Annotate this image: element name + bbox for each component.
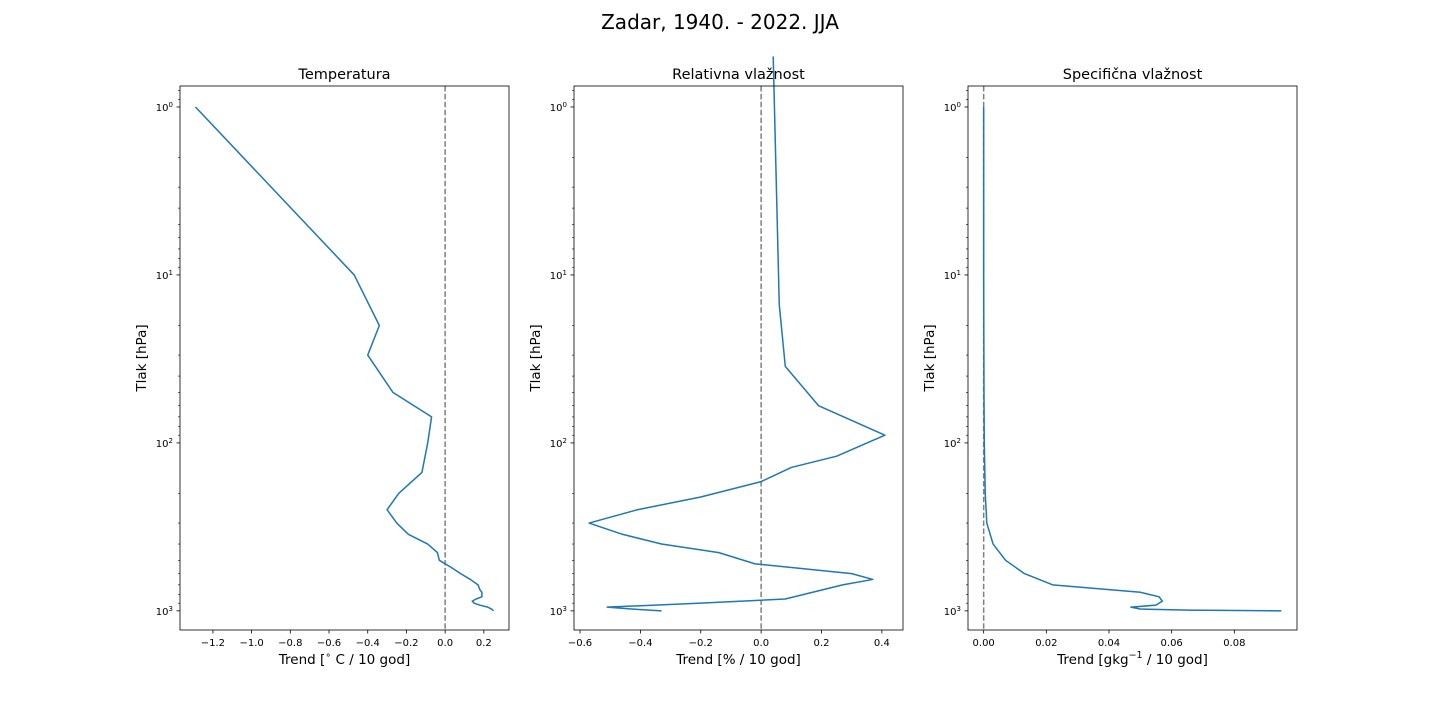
- trend-profile-line: [194, 106, 495, 612]
- y-tick-label-base: 10: [156, 439, 169, 450]
- y-tick-label: 103: [156, 605, 173, 618]
- y-tick-label-exp: 2: [563, 437, 567, 445]
- x-tick-label: 0.2: [814, 638, 830, 649]
- y-tick-label: 101: [944, 269, 961, 282]
- x-tick-label: −0.4: [628, 638, 652, 649]
- y-tick-label-base: 10: [550, 271, 563, 282]
- axes-frame: [967, 85, 1298, 631]
- y-tick-label-base: 10: [550, 607, 563, 618]
- y-tick-label-exp: 1: [563, 269, 567, 277]
- y-tick-label-exp: 2: [957, 437, 961, 445]
- figure-suptitle: Zadar, 1940. - 2022. JJA: [601, 10, 839, 34]
- y-tick-label-base: 10: [944, 607, 957, 618]
- x-axis-label-part: Trend [% / 10 god]: [675, 652, 801, 668]
- x-tick-label: 0.04: [1098, 638, 1120, 649]
- x-tick-label: −0.4: [356, 638, 380, 649]
- x-axis-label-part: Trend [: [278, 652, 326, 668]
- axes-frame: [179, 85, 510, 631]
- y-tick-label-base: 10: [944, 271, 957, 282]
- x-tick-label: 0.2: [476, 638, 492, 649]
- y-axis-label: Tlak [hPa]: [134, 324, 150, 392]
- y-tick-label: 103: [550, 605, 567, 618]
- axes-frame: [573, 85, 904, 631]
- y-axis-label: Tlak [hPa]: [922, 324, 938, 392]
- y-tick-label: 100: [944, 101, 961, 114]
- x-axis-label: Trend [gkg−1 / 10 god]: [1056, 650, 1208, 668]
- y-tick-label-exp: 3: [563, 605, 567, 613]
- x-axis-label-part: Trend [gkg: [1056, 652, 1128, 668]
- y-tick-label-exp: 0: [563, 101, 567, 109]
- x-tick-label: 0.00: [973, 638, 995, 649]
- x-tick-label: −0.2: [689, 638, 713, 649]
- x-tick-label: −1.0: [239, 638, 263, 649]
- y-axis-label: Tlak [hPa]: [528, 324, 544, 392]
- y-tick-label: 102: [944, 437, 961, 450]
- y-tick-label: 101: [156, 269, 173, 282]
- x-tick-label: 0.02: [1035, 638, 1057, 649]
- x-tick-label: −0.2: [394, 638, 418, 649]
- x-axis-label-part: / 10 god]: [1143, 652, 1208, 668]
- trend-profile-line: [982, 106, 1282, 612]
- y-tick-label-exp: 1: [957, 269, 961, 277]
- x-tick-label: 0.06: [1161, 638, 1183, 649]
- y-tick-label-base: 10: [156, 103, 169, 114]
- x-tick-label: −0.6: [317, 638, 341, 649]
- y-tick-label: 102: [550, 437, 567, 450]
- y-tick-label: 100: [156, 101, 173, 114]
- y-tick-label-base: 10: [944, 103, 957, 114]
- y-tick-label-base: 10: [550, 103, 563, 114]
- y-tick-label-exp: 3: [957, 605, 961, 613]
- x-tick-label: 0.08: [1223, 638, 1245, 649]
- x-axis-label-superscript: ∘: [325, 650, 331, 661]
- y-tick-label-exp: 0: [169, 101, 173, 109]
- y-tick-label-exp: 1: [169, 269, 173, 277]
- x-axis-label: Trend [∘ C / 10 god]: [278, 650, 410, 668]
- y-tick-label-base: 10: [550, 439, 563, 450]
- x-tick-label: −0.6: [568, 638, 592, 649]
- subplot-title: Specifična vlažnost: [1063, 67, 1203, 83]
- x-axis-label-superscript: −1: [1129, 650, 1143, 661]
- y-tick-label: 103: [944, 605, 961, 618]
- x-tick-label: 0.4: [874, 638, 890, 649]
- subplot-title: Temperatura: [297, 67, 390, 83]
- y-tick-label-base: 10: [944, 439, 957, 450]
- y-tick-label: 101: [550, 269, 567, 282]
- y-tick-label: 102: [156, 437, 173, 450]
- y-tick-label-exp: 2: [169, 437, 173, 445]
- x-tick-label: 0.0: [437, 638, 453, 649]
- y-tick-label-base: 10: [156, 271, 169, 282]
- y-tick-label: 100: [550, 101, 567, 114]
- x-tick-label: −1.2: [201, 638, 225, 649]
- trend-profile-line: [588, 56, 886, 612]
- x-tick-label: −0.8: [278, 638, 302, 649]
- x-axis-label-part: C / 10 god]: [331, 652, 410, 668]
- y-tick-label-base: 10: [156, 607, 169, 618]
- y-tick-label-exp: 3: [169, 605, 173, 613]
- x-tick-label: 0.0: [753, 638, 769, 649]
- subplot-title: Relativna vlažnost: [672, 67, 805, 83]
- y-tick-label-exp: 0: [957, 101, 961, 109]
- x-axis-label: Trend [% / 10 god]: [675, 652, 801, 668]
